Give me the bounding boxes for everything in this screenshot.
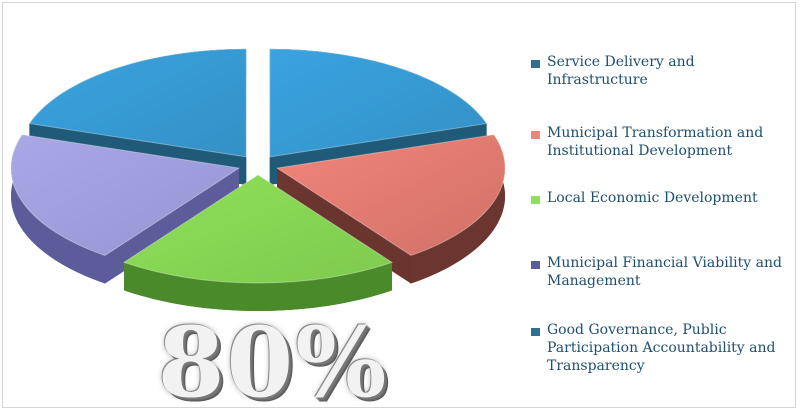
pie-slice-rim	[123, 262, 393, 311]
pie-slice-top	[28, 48, 247, 158]
chart-frame: 80% Service Delivery and Infrastructure …	[2, 2, 796, 408]
legend-label: Municipal Transformation and Institution…	[547, 125, 764, 159]
legend-label: Good Governance, Public Participation Ac…	[547, 322, 776, 374]
legend-label: Local Economic Development	[547, 190, 758, 206]
pie-slice-rim	[411, 134, 506, 284]
legend-label: Municipal Financial Viability and Manage…	[547, 255, 782, 289]
pie-slice-top	[122, 174, 394, 284]
pie-slice	[275, 134, 506, 284]
pie-slice-top	[275, 134, 506, 257]
legend-swatch	[531, 328, 540, 336]
legend-swatch	[531, 60, 540, 68]
legend-swatch	[531, 261, 540, 269]
percentage-label: 80%	[157, 306, 389, 408]
pie-slice	[10, 134, 241, 284]
pie-slice	[122, 174, 394, 312]
legend-swatch	[531, 131, 540, 139]
legend-swatch	[531, 196, 540, 204]
pie-slice-top	[10, 134, 241, 257]
pie-slice-rim	[10, 134, 105, 284]
pie-chart	[10, 48, 506, 312]
pie-slice-top	[269, 48, 488, 158]
legend-label: Service Delivery and Infrastructure	[547, 54, 695, 88]
